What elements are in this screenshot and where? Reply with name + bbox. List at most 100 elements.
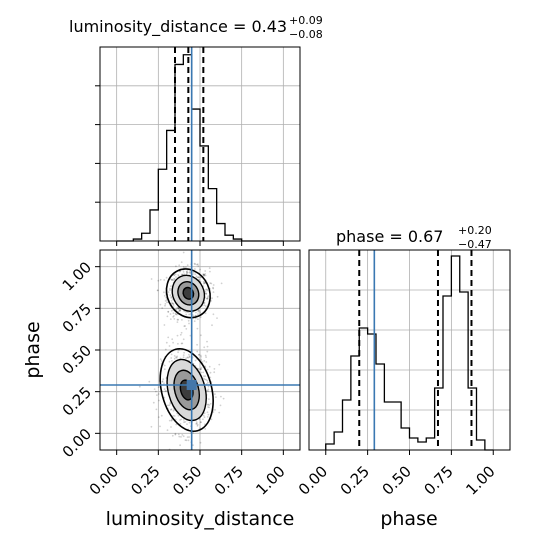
sample-point (206, 289, 209, 292)
sample-point (156, 289, 159, 292)
sample-point (169, 313, 172, 315)
sample-point (179, 333, 182, 336)
sample-point (188, 436, 191, 438)
sample-point (197, 276, 200, 278)
sample-point (168, 419, 171, 422)
sample-point (196, 343, 199, 346)
sample-point (177, 274, 180, 276)
sample-point (203, 360, 206, 362)
sample-point (170, 297, 173, 299)
sample-point (204, 354, 207, 357)
sample-point (170, 357, 173, 359)
y-tick-label: 0.50 (59, 342, 95, 378)
panel-frame (99, 249, 301, 451)
sample-point (163, 382, 165, 385)
sample-point (167, 311, 170, 313)
sample-point (212, 291, 215, 293)
y-tick-label: 0.75 (59, 300, 95, 336)
sample-point (205, 292, 208, 295)
sample-point (203, 273, 206, 276)
sample-point (204, 375, 207, 377)
sample-point (209, 371, 212, 374)
x-tick-label: 0.25 (127, 462, 163, 498)
sample-point (156, 289, 159, 292)
sample-point (206, 296, 209, 299)
sample-point (170, 279, 173, 281)
sample-point (204, 282, 206, 284)
sample-point (179, 419, 182, 421)
sample-point (218, 363, 221, 366)
sample-point (215, 396, 217, 398)
sample-point (183, 351, 186, 354)
sample-point (163, 279, 166, 281)
sample-point (207, 406, 209, 408)
sample-point (189, 334, 192, 337)
sample-point (173, 278, 176, 280)
sample-point (192, 271, 195, 274)
sample-point (180, 418, 183, 421)
sample-point (172, 279, 175, 282)
sample-point (199, 276, 202, 279)
sample-point (188, 421, 191, 424)
sample-point (161, 307, 164, 309)
sample-point (165, 299, 168, 301)
sample-point (171, 419, 173, 421)
x-tick-label: 0.00 (295, 462, 331, 498)
sample-point (195, 421, 198, 424)
sample-point (203, 375, 205, 377)
sample-point (168, 345, 171, 347)
sample-point (163, 368, 166, 371)
sample-point (157, 279, 160, 282)
sample-point (173, 318, 176, 320)
sample-point (162, 378, 165, 381)
sample-point (213, 371, 216, 374)
sample-point (202, 273, 205, 275)
sample-point (203, 274, 206, 276)
sample-point (164, 348, 167, 351)
sample-point (172, 312, 175, 315)
sample-point (198, 310, 201, 312)
sample-point (164, 304, 166, 307)
sample-point (178, 270, 181, 273)
sample-point (175, 356, 177, 359)
sample-point (155, 390, 157, 393)
sample-point (176, 334, 179, 337)
sample-point (188, 353, 190, 356)
sample-point (158, 399, 160, 402)
luminosity-distance-title-text: luminosity_distance = 0.43 (69, 17, 287, 37)
sample-point (188, 356, 191, 359)
sample-point (179, 309, 182, 312)
sample-point (197, 276, 200, 279)
sample-point (203, 281, 206, 284)
sample-point (167, 310, 170, 313)
sample-point (175, 356, 178, 359)
sample-point (206, 368, 209, 371)
sample-point (169, 294, 172, 297)
sample-point (163, 291, 165, 294)
sample-point (178, 307, 181, 310)
phase-title: phase = 0.67 (336, 227, 443, 246)
sample-point (204, 312, 207, 315)
sample-point (210, 282, 213, 285)
sample-point (175, 423, 178, 426)
sample-point (176, 355, 179, 358)
panel-frame (308, 249, 511, 451)
sample-point (176, 321, 179, 323)
x-tick-label: 0.75 (211, 462, 247, 498)
sample-point (206, 403, 209, 406)
sample-point (197, 313, 199, 315)
sample-point (205, 297, 208, 300)
sample-point (166, 315, 169, 318)
sample-point (186, 356, 189, 359)
sample-point (212, 411, 215, 413)
sample-point (204, 270, 207, 272)
sample-point (170, 309, 173, 312)
sample-point (176, 306, 179, 309)
sample-point (178, 309, 181, 312)
sample-point (208, 406, 211, 409)
sample-point (170, 419, 173, 422)
sample-point (196, 263, 198, 266)
sample-point (206, 340, 208, 343)
sample-point (173, 274, 176, 277)
phase-histogram-panel: phase = 0.67 +0.20 −0.47 phase 0.00 0.25 0… (295, 224, 511, 530)
